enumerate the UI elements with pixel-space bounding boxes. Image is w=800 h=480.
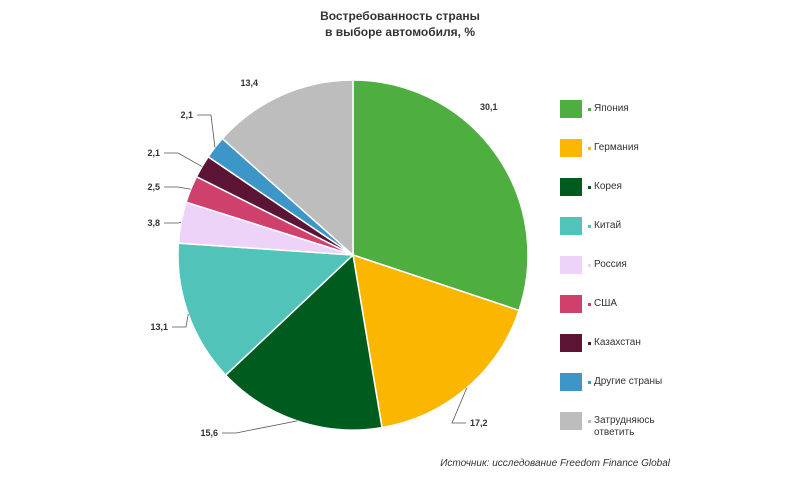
legend-label: Китай	[594, 220, 684, 232]
legend-swatch	[560, 412, 582, 430]
data-label-2: 17,2	[470, 418, 488, 428]
legend-swatch	[560, 373, 582, 391]
legend-label-line: Китай	[594, 220, 622, 231]
legend-marker	[588, 342, 591, 345]
legend-label-line: Затрудняюсь	[594, 415, 655, 426]
legend-marker	[588, 264, 591, 267]
legend-item-8: Другие страны	[560, 373, 684, 403]
legend-label: Корея	[594, 181, 684, 193]
legend-item-2: Германия	[560, 139, 684, 169]
source-note: Источник: исследование Freedom Finance G…	[440, 458, 670, 469]
leader-line-5	[164, 222, 182, 224]
legend-swatch	[560, 139, 582, 157]
chart-title-line-1: Востребованность страны	[320, 9, 480, 23]
data-label-6: 2,5	[147, 182, 160, 192]
legend-label: США	[594, 298, 684, 310]
leader-line-3	[222, 420, 298, 434]
legend-label-line: Германия	[594, 142, 639, 153]
pie-slice-9	[221, 79, 354, 257]
legend-label-line: Корея	[594, 181, 622, 192]
legend-label-line: ответить	[594, 427, 635, 438]
pie-slices	[177, 79, 529, 431]
data-label-3: 15,6	[200, 428, 218, 438]
leader-line-6	[164, 186, 191, 190]
chart-title: Востребованность страны в выборе автомоб…	[0, 8, 800, 40]
legend-marker	[588, 381, 591, 384]
legend-item-7: Казахстан	[560, 334, 684, 364]
pie-slice-2	[352, 253, 520, 429]
legend-label: Россия	[594, 259, 684, 271]
legend-label-line: Россия	[594, 259, 627, 270]
legend-label: Япония	[594, 103, 684, 115]
legend-swatch	[560, 256, 582, 274]
legend-marker	[588, 420, 591, 423]
data-labels: 30,1 17,2 15,6 13,1 3,8 2,5 2,1 2,1 13,4	[147, 78, 497, 438]
legend-label-line: Япония	[594, 103, 629, 114]
legend-swatch	[560, 217, 582, 235]
legend-swatch	[560, 334, 582, 352]
leader-line-7	[164, 152, 203, 167]
legend-item-6: США	[560, 295, 684, 325]
legend-swatch	[560, 100, 582, 118]
data-label-1: 30,1	[480, 102, 498, 112]
data-label-5: 3,8	[147, 218, 160, 228]
pie-slice-1	[352, 79, 529, 312]
chart-title-line-2: в выборе автомобиля, %	[325, 25, 475, 39]
legend-marker	[588, 147, 591, 150]
legend-swatch	[560, 295, 582, 313]
legend-swatch	[560, 178, 582, 196]
legend-label: Казахстан	[594, 337, 684, 349]
legend-label: Другие страны	[594, 376, 684, 388]
leader-line-8	[197, 114, 216, 148]
legend-marker	[588, 186, 591, 189]
data-label-4: 13,1	[150, 322, 168, 332]
legend-label: Затрудняюсь ответить	[594, 415, 684, 439]
pie-slice-3	[224, 253, 383, 431]
leader-lines	[164, 114, 468, 434]
legend-label-line: Другие страны	[594, 376, 663, 387]
legend-item-3: Корея	[560, 178, 684, 208]
leader-line-2	[451, 387, 468, 424]
legend-item-5: Россия	[560, 256, 684, 286]
legend-label-line: США	[594, 298, 618, 309]
legend-item-4: Китай	[560, 217, 684, 247]
legend-marker	[588, 303, 591, 306]
data-label-9: 13,4	[240, 78, 258, 88]
pie-slice-4	[177, 242, 355, 377]
legend-item-1: Япония	[560, 100, 684, 130]
legend-marker	[588, 225, 591, 228]
leader-line-4	[172, 314, 189, 328]
data-label-8: 2,1	[180, 110, 193, 120]
data-label-7: 2,1	[147, 148, 160, 158]
legend-marker	[588, 108, 591, 111]
legend-label-line: Казахстан	[594, 337, 641, 348]
legend-label: Германия	[594, 142, 684, 154]
legend-item-9: Затрудняюсь ответить	[560, 412, 684, 442]
